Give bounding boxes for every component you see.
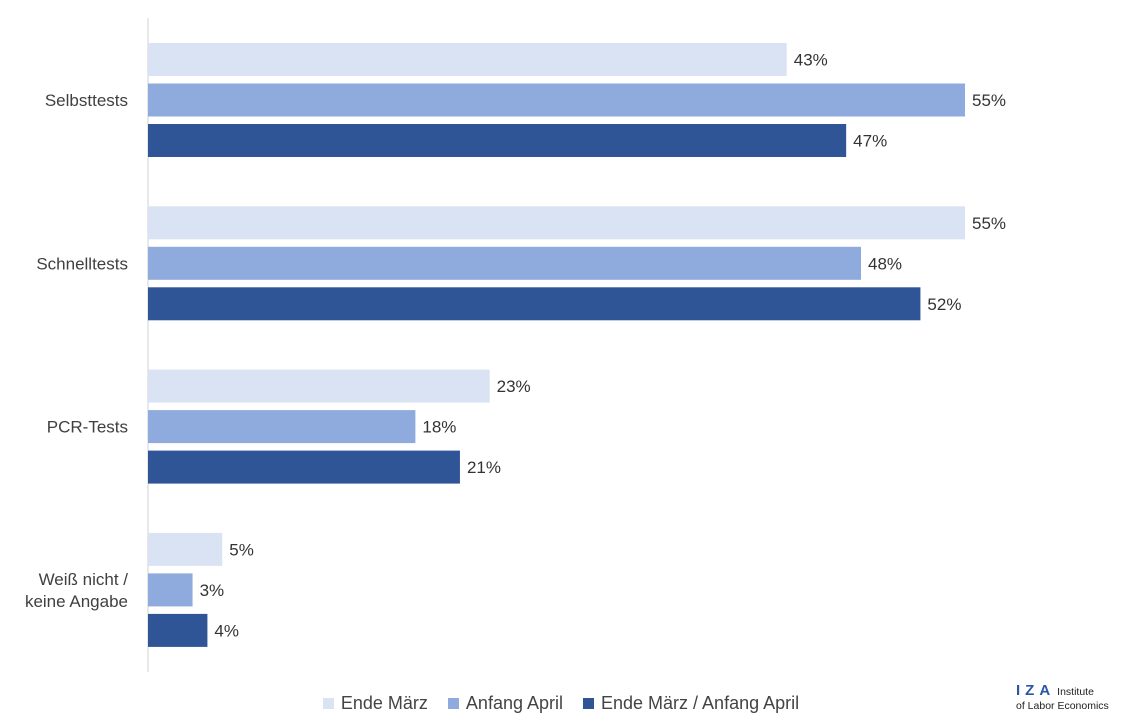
legend-swatch [322,698,334,709]
bar-pcr-tests-series-1 [148,369,490,403]
legend-label: Ende März [340,693,428,713]
value-label-selbsttests-series-3: 47% [853,132,887,151]
bar-selbsttests-series-3 [148,124,847,157]
category-label-wei-nicht-keine-angabe: Weiß nicht / keine Angabe [25,570,128,611]
legend-swatch [447,698,459,709]
value-label-schnelltests-series-2: 48% [868,254,902,273]
value-label-wei-nicht-keine-angabe-series-2: 3% [200,581,225,600]
bar-schnelltests-series-1 [148,206,965,240]
value-label-pcr-tests-series-2: 18% [422,418,456,437]
legend-item-2: Anfang April [447,693,563,714]
bar-wei-nicht-keine-angabe-series-1 [148,532,223,566]
bar-schnelltests-series-3 [148,287,921,321]
legend-label: Anfang April [465,693,563,713]
bar-wei-nicht-keine-angabe-series-3 [148,613,208,647]
value-labels-group: 43% 55% 47% 55% 48% 52% 23% 18% 21% 5% 3% 4% [200,51,1006,641]
value-label-selbsttests-series-1: 43% [794,51,828,70]
legend: Ende März Anfang April Ende März / Anfang … [0,693,1122,714]
logo-text-line2: of Labor Economics [1016,700,1109,712]
value-label-wei-nicht-keine-angabe-series-1: 5% [229,540,254,559]
logo-mark: IZA [1016,682,1056,699]
value-label-schnelltests-series-1: 55% [972,214,1006,233]
bar-chart: 43% 55% 47% 55% 48% 52% 23% 18% 21% 5% 3% 4% Selbst… [25,18,1006,672]
value-label-schnelltests-series-3: 52% [927,295,961,314]
category-label-schnelltests: Schnelltests [36,254,128,273]
value-label-pcr-tests-series-1: 23% [497,377,531,396]
category-labels-group: Selbsttests Schnelltests PCR-Tests Weiß nic… [25,91,128,611]
bar-pcr-tests-series-2 [148,410,416,444]
iza-logo: IZA Institute of Labor Economics [1016,683,1120,712]
value-label-pcr-tests-series-3: 21% [467,458,501,477]
value-label-selbsttests-series-2: 55% [972,91,1006,110]
bars-group [148,43,965,647]
legend-swatch [583,698,594,709]
category-label-pcr-tests: PCR-Tests [47,418,128,437]
logo-text-line1: Institute [1057,686,1094,698]
category-label-selbsttests: Selbsttests [45,91,128,110]
bar-pcr-tests-series-3 [148,450,460,484]
bar-wei-nicht-keine-angabe-series-2 [148,573,193,607]
bar-schnelltests-series-2 [148,246,862,280]
value-label-wei-nicht-keine-angabe-series-3: 4% [214,621,239,640]
bar-selbsttests-series-2 [148,83,965,117]
legend-item-3: Ende März / Anfang April [583,693,799,714]
legend-label: Ende März / Anfang April [601,693,800,713]
legend-item-1: Ende März [322,693,428,714]
bar-selbsttests-series-1 [148,43,787,76]
